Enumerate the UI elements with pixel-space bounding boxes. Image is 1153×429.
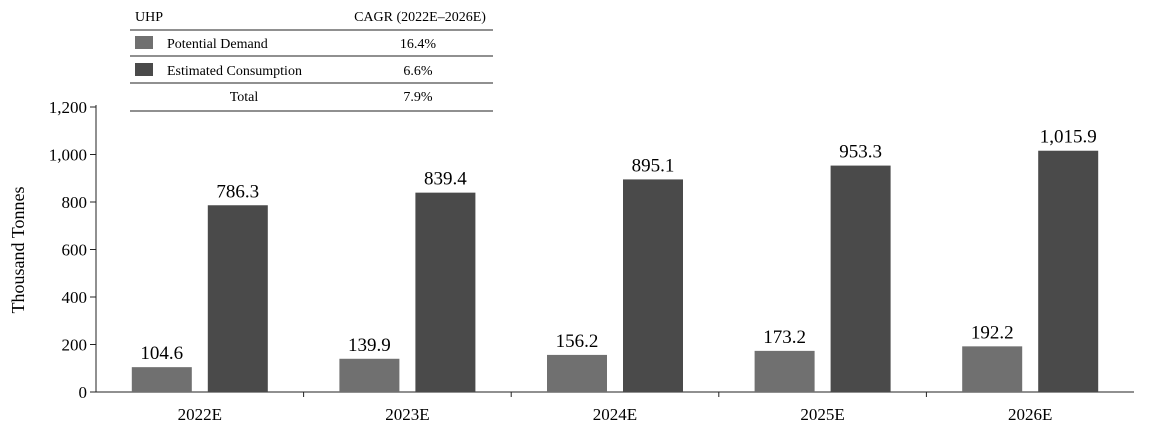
- bar-value-label: 895.1: [632, 155, 675, 176]
- bar-potential-demand: [754, 350, 815, 392]
- legend-header-left: UHP: [135, 10, 163, 25]
- bar-value-label: 104.6: [140, 343, 183, 364]
- legend-swatch-estimated-consumption: [135, 63, 153, 76]
- bar-potential-demand: [547, 354, 607, 392]
- y-axis-title: Thousand Tonnes: [8, 187, 28, 314]
- x-tick-label: 2022E: [178, 405, 222, 424]
- legend-value-estimated-consumption: 6.6%: [403, 64, 433, 79]
- bar-value-label: 786.3: [216, 181, 259, 202]
- bar-value-label: 173.2: [763, 327, 806, 348]
- legend-label-potential-demand: Potential Demand: [167, 37, 268, 52]
- bar-value-label: 1,015.9: [1040, 127, 1097, 148]
- legend-header-right: CAGR (2022E–2026E): [354, 10, 486, 25]
- y-tick-label: 1,000: [49, 146, 87, 165]
- x-tick-label: 2025E: [800, 405, 844, 424]
- bar-value-label: 839.4: [424, 169, 467, 190]
- legend-value-total: 7.9%: [403, 90, 433, 105]
- bar-potential-demand: [339, 358, 400, 392]
- bar-estimated-consumption: [623, 179, 683, 392]
- bar-estimated-consumption: [415, 192, 476, 392]
- y-tick-label: 0: [79, 383, 88, 402]
- bar-estimated-consumption: [207, 205, 268, 392]
- legend-label-total: Total: [230, 90, 259, 105]
- bar-estimated-consumption: [1038, 150, 1099, 392]
- bar-value-label: 139.9: [348, 335, 391, 356]
- bar-value-label: 192.2: [971, 322, 1014, 343]
- y-axis: 0 200 400 600 800 1,000 1,200: [49, 98, 97, 402]
- bar-value-label: 953.3: [839, 142, 882, 163]
- legend-value-potential-demand: 16.4%: [400, 37, 437, 52]
- x-tick-label: 2024E: [593, 405, 637, 424]
- y-tick-label: 600: [62, 241, 88, 260]
- y-tick-label: 800: [62, 193, 88, 212]
- bar-potential-demand: [131, 367, 192, 392]
- x-tick-label: 2023E: [385, 405, 429, 424]
- y-tick-label: 1,200: [49, 98, 87, 117]
- legend-table: UHP CAGR (2022E–2026E) Potential Demand …: [130, 10, 493, 112]
- y-tick-label: 400: [62, 288, 88, 307]
- y-tick-label: 200: [62, 336, 88, 355]
- bar-estimated-consumption: [830, 165, 891, 392]
- bars: [131, 150, 1099, 392]
- legend-label-estimated-consumption: Estimated Consumption: [167, 64, 302, 79]
- legend-swatch-potential-demand: [135, 36, 153, 49]
- bar-labels: 104.6 786.3 139.9 839.4 156.2 895.1 173.2 953.3…: [140, 127, 1096, 364]
- x-axis: 2022E 2023E 2024E 2025E 2026E: [96, 391, 1134, 424]
- bar-value-label: 156.2: [556, 331, 599, 352]
- x-tick-label: 2026E: [1008, 405, 1052, 424]
- bar-potential-demand: [962, 346, 1023, 392]
